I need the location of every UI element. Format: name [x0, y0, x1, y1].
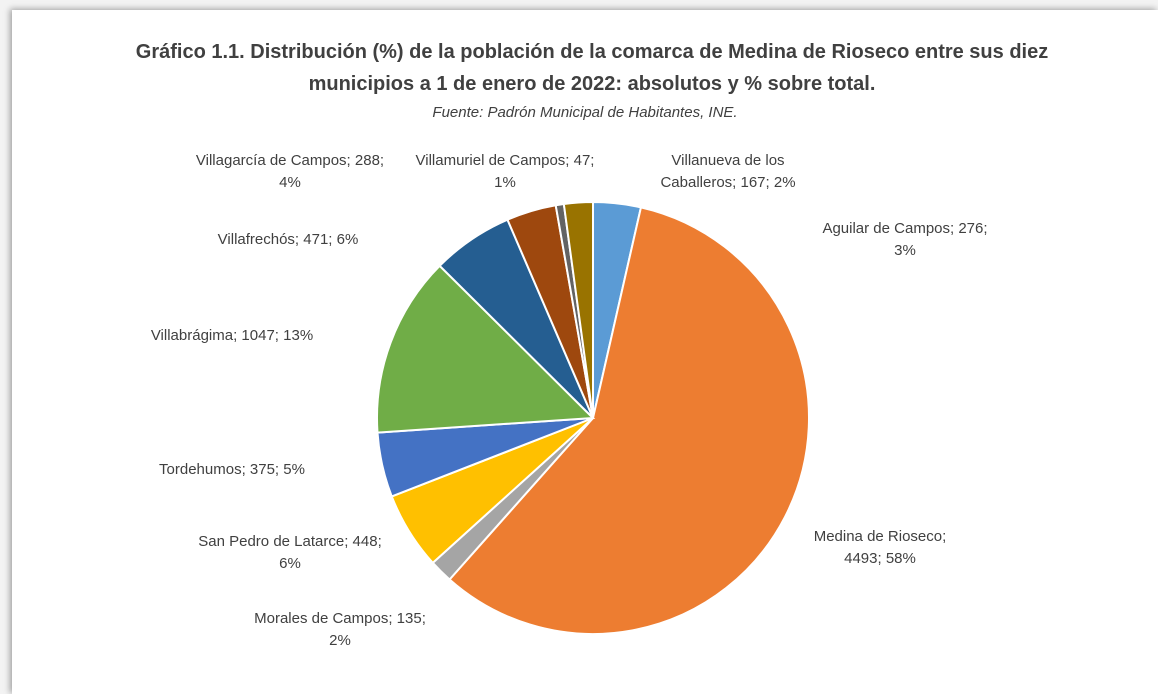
pie-slice [562, 200, 594, 419]
data-label: San Pedro de Latarce; 448; 6% [198, 533, 382, 572]
data-label: Villabrágima; 1047; 13% [150, 327, 314, 344]
data-label: Villafrechós; 471; 6% [217, 231, 359, 248]
chart: Gráfico 1.1. Distribución (%) de la pobl… [12, 10, 1158, 694]
data-label: Villanueva de los Caballeros; 167; 2% [660, 152, 796, 191]
pie-slice [376, 264, 596, 434]
data-label: Villamuriel de Campos; 47; 1% [415, 152, 595, 191]
data-label: Villagarcía de Campos; 288; 4% [195, 152, 385, 191]
data-label: Morales de Campos; 135; 2% [254, 610, 426, 649]
data-label: Aguilar de Campos; 276; 3% [822, 220, 988, 259]
chart-subtitle: Fuente: Padrón Municipal de Habitantes, … [432, 104, 738, 121]
chart-title: Gráfico 1.1. Distribución (%) de la pobl… [135, 41, 1049, 95]
pie-slice [448, 206, 810, 635]
data-label: Tordehumos; 375; 5% [159, 461, 305, 478]
pie-area [376, 200, 810, 635]
data-label: Medina de Rioseco; 4493; 58% [813, 528, 947, 567]
